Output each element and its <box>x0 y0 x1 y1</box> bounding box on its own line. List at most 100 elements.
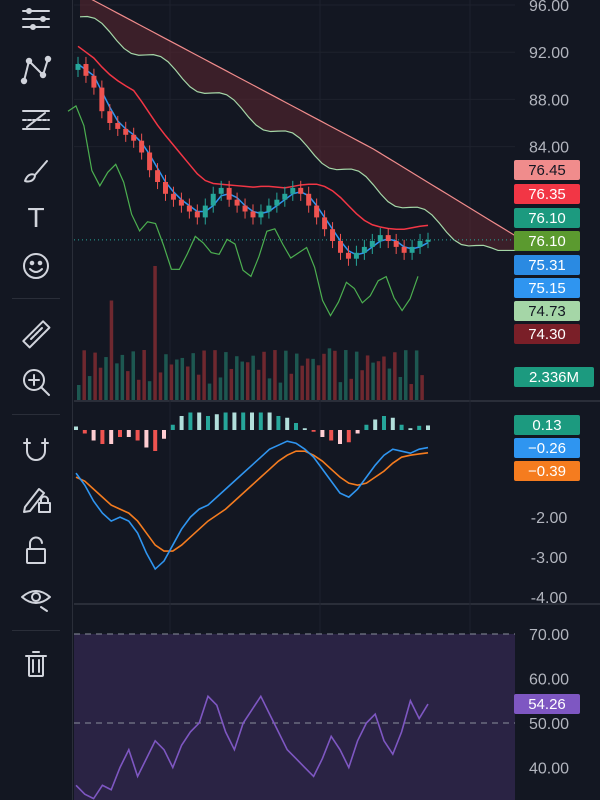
macd-label-value: −0.39 <box>528 463 566 480</box>
macd-histogram-bar <box>91 430 96 441</box>
toolbar-divider <box>12 414 60 415</box>
macd-histogram-bar <box>232 412 237 430</box>
volume-bar <box>284 350 288 400</box>
candle-body <box>250 211 256 218</box>
price-axis-tick: 92.00 <box>529 45 569 62</box>
volume-bar <box>98 367 103 400</box>
macd-line <box>75 440 429 571</box>
unlock-tool-button[interactable] <box>14 530 58 570</box>
price-axis-tick: 96.00 <box>529 0 569 15</box>
candle-body <box>369 241 375 247</box>
volume-bar <box>338 382 343 400</box>
magnet-icon <box>23 438 49 461</box>
ruler-icon <box>22 320 51 349</box>
eye-icon <box>21 590 51 612</box>
candle-body <box>155 170 161 182</box>
macd-histogram-bar <box>311 430 316 432</box>
macd-histogram-bar <box>408 428 413 430</box>
brush-tool-button[interactable] <box>14 150 58 190</box>
candle-body <box>123 128 129 135</box>
volume-bar <box>186 366 190 400</box>
volume-bar <box>175 359 179 400</box>
candle-body <box>131 134 137 141</box>
price-label-badge <box>514 208 580 228</box>
eye-tool-button[interactable] <box>14 578 58 618</box>
zoom-in-tool-button[interactable] <box>14 362 58 402</box>
candle-body <box>202 205 208 218</box>
price-label-badge <box>514 324 580 344</box>
volume-bar <box>251 355 255 400</box>
macd-histogram-bar <box>144 430 149 448</box>
macd-histogram-bar <box>302 428 307 430</box>
volume-bar <box>289 373 294 400</box>
magnet-tool-button[interactable] <box>14 430 58 470</box>
crosshair-lines-tool-button[interactable] <box>14 0 58 40</box>
candle-body <box>99 87 105 112</box>
macd-histogram-bar <box>135 430 140 441</box>
volume-bar <box>120 354 125 400</box>
macd-histogram-bar <box>426 425 430 430</box>
candle-body <box>242 205 248 212</box>
macd-histogram-bar <box>153 430 158 451</box>
macd-histogram-bar <box>109 430 114 444</box>
macd-histogram-bar <box>373 419 378 430</box>
macd-histogram-bar <box>197 412 202 430</box>
brush-icon <box>24 160 48 183</box>
macd-histogram-bar <box>258 412 263 430</box>
volume-bar <box>376 361 381 400</box>
macd-axis-tick: -3.00 <box>531 550 568 567</box>
candle-body <box>234 199 240 206</box>
volume-bar <box>365 355 370 400</box>
macd-histogram-bar <box>100 430 105 444</box>
fib-tool-tool-button[interactable] <box>14 100 58 140</box>
volume-bar <box>240 361 244 400</box>
ichimoku-cloud <box>80 0 520 251</box>
rsi-line <box>75 694 429 800</box>
trash-tool-button[interactable] <box>14 644 58 684</box>
unlock-icon <box>26 536 46 564</box>
volume-bar <box>354 351 359 400</box>
candle-body <box>330 229 336 241</box>
candle-body <box>409 246 415 253</box>
candle-body <box>75 64 81 70</box>
volume-bar <box>262 351 266 400</box>
ruler-tool-button[interactable] <box>14 314 58 354</box>
macd-histogram-bar <box>250 412 254 430</box>
text-tool-icon: T <box>27 202 44 233</box>
volume-bar <box>387 368 392 400</box>
macd-histogram-bar <box>285 417 290 430</box>
pattern-tool-tool-button[interactable] <box>14 50 58 90</box>
lagging-span-line <box>67 105 419 317</box>
candle-body <box>218 187 224 194</box>
volume-bar <box>115 363 119 400</box>
volume-bar <box>278 382 283 400</box>
volume-bar <box>180 357 185 400</box>
volume-bar <box>224 352 228 400</box>
macd-histogram-bar <box>338 430 342 444</box>
price-label-badge <box>514 278 580 298</box>
volume-bar <box>87 376 92 400</box>
candle-body <box>194 211 200 218</box>
price-label-value: 76.35 <box>528 186 566 203</box>
volume-bar <box>191 353 195 400</box>
emoji-tool-button[interactable] <box>14 246 58 286</box>
macd-label-value: 0.13 <box>532 417 561 434</box>
volume-bar <box>360 370 364 400</box>
volume-bar <box>218 377 223 400</box>
volume-bar <box>409 384 413 400</box>
volume-bar <box>344 350 348 400</box>
volume-bar <box>256 369 261 400</box>
macd-histogram-bar <box>390 417 395 430</box>
lock-drawing-tool-button[interactable] <box>14 478 58 518</box>
pattern-tool-icon <box>20 55 52 85</box>
text-tool-tool-button[interactable]: T <box>14 196 58 236</box>
macd-histogram-bar <box>399 424 404 430</box>
candle-body <box>385 235 391 241</box>
macd-label-value: −0.26 <box>528 440 566 457</box>
macd-histogram-bar <box>206 416 210 430</box>
candle-body <box>417 241 423 247</box>
candle-body <box>170 193 176 200</box>
macd-histogram-bar <box>126 430 131 437</box>
rsi-axis-tick: 50.00 <box>529 716 569 733</box>
